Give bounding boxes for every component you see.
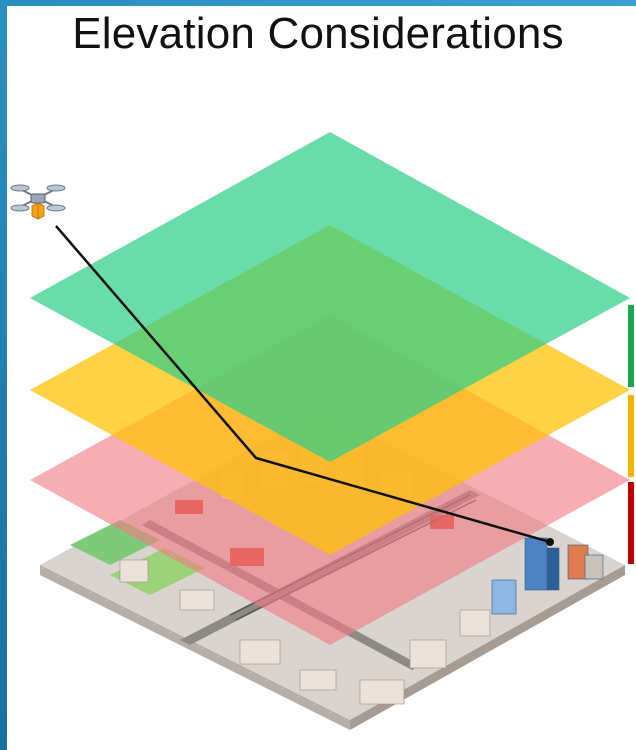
drone-icon <box>10 184 66 220</box>
red-elevation-bar <box>628 482 634 564</box>
yellow-elevation-bar <box>628 395 634 477</box>
flight-path-end-point <box>546 538 554 546</box>
slide-title: Elevation Considerations <box>72 9 564 58</box>
frame-left-border <box>0 0 7 750</box>
green-elevation-bar <box>628 305 634 387</box>
flight-path-line <box>55 225 551 544</box>
top-elevation-layer <box>30 132 630 462</box>
frame-top-border <box>0 0 636 6</box>
